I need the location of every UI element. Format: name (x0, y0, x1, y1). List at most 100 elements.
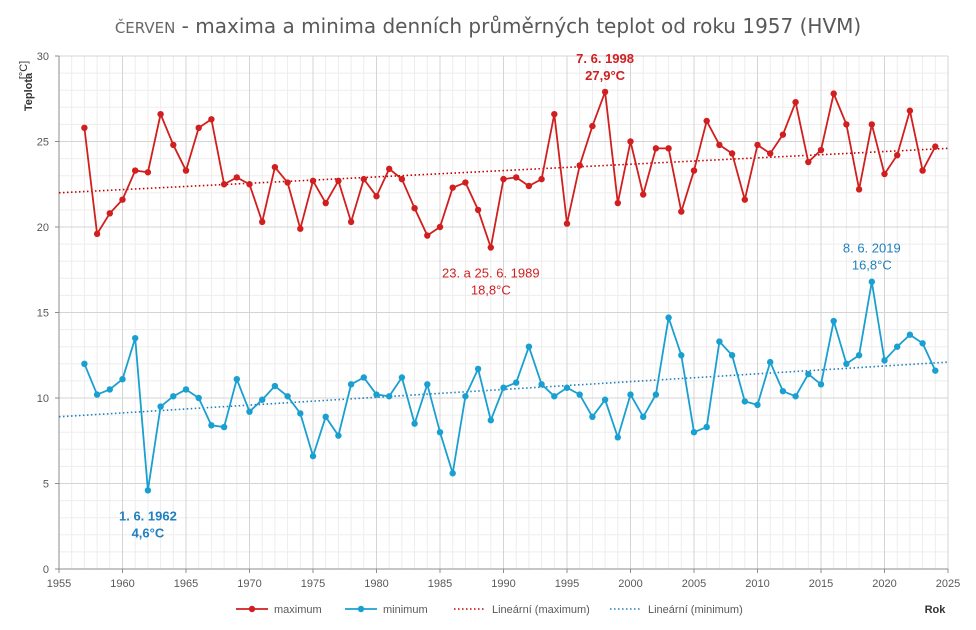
data-point-minimum (513, 379, 520, 386)
y-tick-label: 0 (43, 564, 49, 576)
data-point-maximum (805, 158, 812, 166)
data-point-minimum (411, 420, 418, 427)
data-point-maximum (347, 218, 355, 226)
data-point-minimum (881, 357, 888, 364)
data-point-minimum (640, 413, 647, 421)
data-point-maximum (170, 141, 177, 149)
data-point-maximum (741, 196, 748, 203)
data-point-maximum (144, 169, 152, 176)
legend-label-2: minimum (383, 604, 428, 616)
data-point-minimum (271, 382, 279, 390)
x-tick-label: 1975 (301, 578, 325, 590)
data-point-maximum (881, 170, 888, 178)
data-point-minimum (424, 381, 431, 388)
data-point-minimum (703, 423, 710, 431)
data-point-minimum (157, 403, 164, 410)
data-point-minimum (716, 338, 723, 345)
x-tick-label: 2005 (682, 578, 706, 590)
chart-title-prefix: ČERVEN (115, 18, 176, 37)
data-point-maximum (436, 223, 444, 231)
data-point-minimum (398, 374, 406, 381)
data-point-minimum (208, 422, 215, 429)
data-point-maximum (157, 110, 164, 118)
data-point-maximum (106, 210, 114, 217)
data-point-maximum (690, 167, 698, 174)
annotations: 7. 6. 1998 27,9°C 23. a 25. 6. 1989 18,8°C 1… (119, 51, 901, 540)
data-point-maximum (474, 206, 482, 214)
data-point-minimum (830, 317, 837, 325)
data-point-minimum (297, 410, 304, 417)
data-point-minimum (614, 434, 621, 441)
data-point-minimum (500, 384, 507, 391)
data-point-minimum (576, 391, 583, 398)
data-point-maximum (513, 174, 520, 181)
data-point-minimum (386, 393, 393, 400)
data-point-maximum (195, 124, 202, 132)
data-point-minimum (551, 393, 558, 400)
data-point-minimum (220, 423, 228, 431)
legend-label-1: maximum (274, 604, 322, 616)
data-point-minimum (360, 374, 367, 381)
data-point-maximum (284, 179, 291, 186)
data-point-maximum (678, 208, 685, 215)
x-tick-label: 1955 (47, 578, 71, 590)
data-point-maximum (309, 177, 317, 185)
data-point-maximum (589, 122, 596, 130)
data-point-minimum (843, 360, 850, 367)
data-point-minimum (817, 381, 825, 388)
data-point-minimum (246, 408, 253, 415)
data-point-minimum (144, 487, 152, 494)
series-group (81, 88, 939, 494)
data-point-minimum (792, 393, 799, 400)
legend-marker-1 (248, 605, 256, 613)
data-point-minimum (652, 391, 660, 398)
legend-label-4: Lineární (minimum) (648, 604, 743, 616)
data-point-maximum (754, 141, 761, 149)
data-point-maximum (462, 179, 469, 186)
data-point-maximum (640, 191, 647, 198)
legend: maximum minimum Lineární (maximum) Lineární… (236, 604, 743, 616)
x-tick-label: 1985 (428, 578, 452, 590)
grid (58, 55, 949, 570)
data-point-minimum (449, 470, 456, 477)
x-tick-label: 1990 (491, 578, 515, 590)
data-point-minimum (538, 381, 545, 388)
x-tick-label: 1965 (174, 578, 198, 590)
data-point-maximum (335, 177, 342, 185)
data-point-minimum (335, 432, 342, 439)
data-point-maximum (525, 182, 533, 190)
data-point-minimum (754, 401, 761, 409)
x-tick-label: 1995 (555, 578, 579, 590)
data-point-minimum (741, 398, 748, 405)
data-point-maximum (487, 244, 494, 251)
data-point-maximum (703, 117, 710, 125)
data-point-maximum (322, 199, 329, 207)
data-point-maximum (868, 121, 875, 128)
data-point-maximum (830, 90, 837, 97)
annotation-max-1989: 23. a 25. 6. 1989 (442, 266, 540, 281)
data-point-minimum (487, 417, 494, 424)
data-point-maximum (855, 186, 863, 193)
data-point-minimum (855, 352, 863, 359)
data-point-maximum (93, 230, 101, 238)
data-point-minimum (373, 391, 380, 398)
data-point-minimum (81, 360, 88, 367)
chart-title: ČERVEN - maxima a minima denních průměrn… (115, 14, 861, 38)
y-axis-unit: [°C] (18, 61, 30, 79)
annotation-max-1989: 18,8°C (471, 283, 511, 298)
data-point-minimum (462, 393, 469, 400)
data-point-minimum (779, 387, 787, 395)
y-tick-label: 30 (37, 51, 49, 63)
data-point-maximum (208, 116, 215, 123)
data-point-maximum (919, 167, 926, 174)
data-point-maximum (271, 163, 279, 171)
data-point-minimum (919, 340, 926, 347)
data-point-maximum (119, 196, 126, 203)
data-point-maximum (627, 138, 634, 145)
data-point-minimum (678, 352, 685, 359)
data-point-minimum (322, 413, 329, 421)
data-point-maximum (449, 184, 456, 191)
data-point-maximum (614, 199, 621, 207)
data-point-minimum (170, 393, 177, 400)
series-line-maximum (83, 91, 937, 249)
